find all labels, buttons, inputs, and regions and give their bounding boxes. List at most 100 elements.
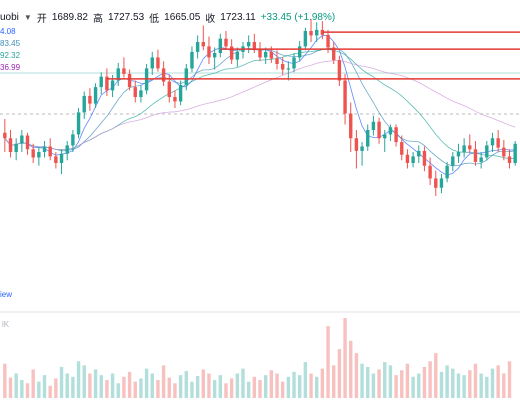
volume-bar [280,381,285,398]
candle-body [405,154,410,163]
volume-bar [377,369,381,398]
volume-bar [417,373,421,398]
candle-body [434,178,438,188]
moving-average-line-3 [4,48,516,160]
candle-body [184,68,188,85]
candle-body [150,57,154,69]
volume-bar [105,380,109,398]
volume-bar [326,326,330,398]
candle-body [411,156,415,163]
volume-bar [207,373,211,398]
candle-body [224,38,228,47]
candle-body [252,42,257,50]
volume-bar [31,369,35,398]
high-label: 高 [92,14,103,25]
candle-body [59,153,64,163]
candle-body [37,152,41,158]
volume-bar [150,373,154,398]
volume-bar [468,370,472,398]
volume-bar [309,373,313,398]
volume-bar [343,318,347,398]
volume-bar [93,369,98,398]
volume-bar [428,361,432,398]
candle-body [105,76,109,91]
candle-body [394,127,398,143]
volume-bar [462,375,466,398]
volume-bar [122,376,126,398]
volume-bar [110,373,115,398]
volume-bar [473,363,478,398]
volume-bar [360,363,364,398]
volume-bar [445,365,449,398]
candle-body [428,165,432,179]
volume-bar [42,375,47,398]
candle-body [320,29,325,35]
candle-body [337,60,342,81]
moving-average-line-4 [4,60,516,151]
volume-bar [235,373,240,398]
candle-body [360,146,364,151]
candle-body [445,165,449,179]
volume-bar [496,365,500,398]
volume-bar [456,373,461,398]
volume-bar [116,383,120,398]
candle-body [99,76,103,88]
candle-body [371,121,376,130]
candle-body [133,87,137,97]
candle-body [326,34,330,48]
open-label: 开 [36,14,47,25]
candle-body [218,38,223,53]
candle-body [190,51,194,69]
candle-body [195,42,200,52]
volume-bar [263,375,268,398]
volume-bar [218,375,223,398]
candle-body [263,51,268,58]
candle-body [201,42,205,47]
candle-body [20,135,24,144]
candle-body [354,138,359,151]
volume-bar [246,381,251,398]
volume-bar [388,365,393,398]
candle-body [439,178,444,188]
volume-bar [371,373,376,398]
volume-bar [161,365,166,398]
volume-bar [383,362,387,398]
candle-body [82,95,86,113]
candle-body [25,135,30,150]
volume-bar [37,381,41,398]
candle-body [127,73,132,88]
volume-bar [54,378,58,398]
candle-body [258,49,262,58]
volume-bar [195,375,200,398]
candle-body [417,150,421,157]
candle-body [246,42,251,47]
volume-bar [88,373,92,398]
candle-body [496,138,500,148]
volume-bar [400,370,404,398]
change-value: +33.45 (+1.98%) [260,12,336,23]
candle-body [400,142,404,155]
candle-body [8,138,13,152]
volume-bar [411,376,415,398]
volume-label: lK [2,320,10,329]
volume-bar [275,373,279,398]
candle-body [156,57,160,69]
volume-bar [173,383,177,398]
volume-bar [286,376,291,398]
volume-bar [332,365,336,398]
candle-body [462,145,466,152]
candle-body [116,68,120,81]
volume-bar [71,376,75,398]
moving-average-line-2 [4,47,516,167]
volume-bar [65,373,69,398]
volume-bar [178,375,183,398]
candle-body [388,127,393,135]
volume-bar [201,369,205,398]
candle-body [167,81,171,97]
chevron-down-icon[interactable]: ▼ [23,13,32,22]
volume-bar [241,368,245,398]
volume-bar [224,383,228,398]
candle-body [48,146,52,157]
volume-bar [337,349,342,398]
candle-body [507,156,512,163]
